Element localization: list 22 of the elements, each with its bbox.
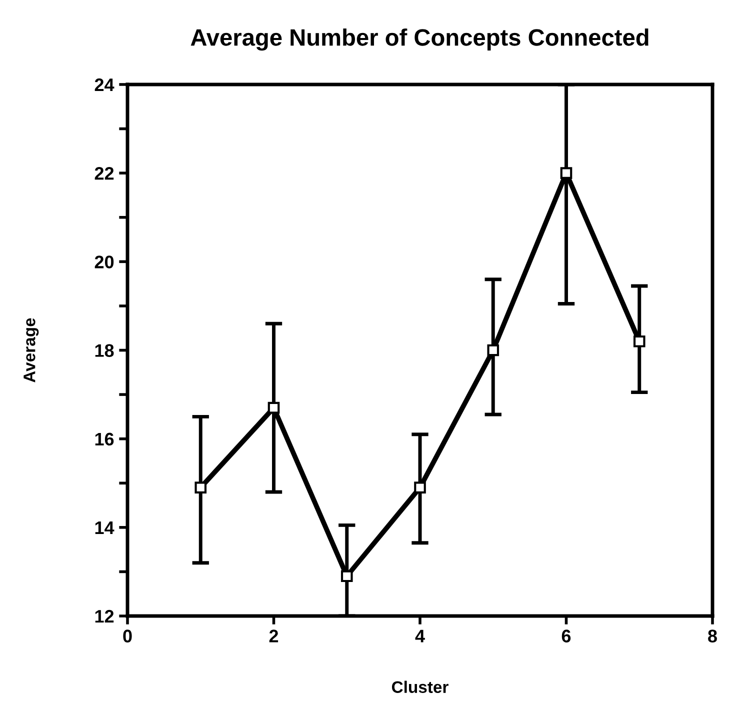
y-tick-label: 16 — [95, 432, 114, 446]
x-tick-label: 2 — [269, 630, 278, 642]
x-tick-label: 0 — [123, 630, 132, 642]
point — [633, 335, 646, 348]
x-tick-label: 6 — [562, 630, 571, 642]
y-tick-label: 14 — [95, 522, 114, 534]
y-tick-label: 22 — [94, 167, 114, 180]
x-axis-title: Cluster — [392, 680, 448, 693]
chart-title: Average Number of Concepts Connected — [190, 28, 648, 51]
y-axis-title: Average — [24, 318, 39, 382]
point — [340, 570, 353, 582]
y-tick-label: 24 — [94, 78, 114, 92]
point — [194, 482, 207, 494]
x-tick-label: 8 — [708, 630, 717, 642]
x-tick-label: 4 — [415, 630, 425, 642]
y-tick-label: 20 — [94, 256, 114, 268]
point — [487, 344, 500, 356]
y-tick-label: 18 — [95, 344, 114, 357]
point — [560, 167, 572, 179]
y-tick-label: 12 — [95, 610, 114, 623]
point — [268, 402, 280, 414]
point — [414, 482, 426, 494]
